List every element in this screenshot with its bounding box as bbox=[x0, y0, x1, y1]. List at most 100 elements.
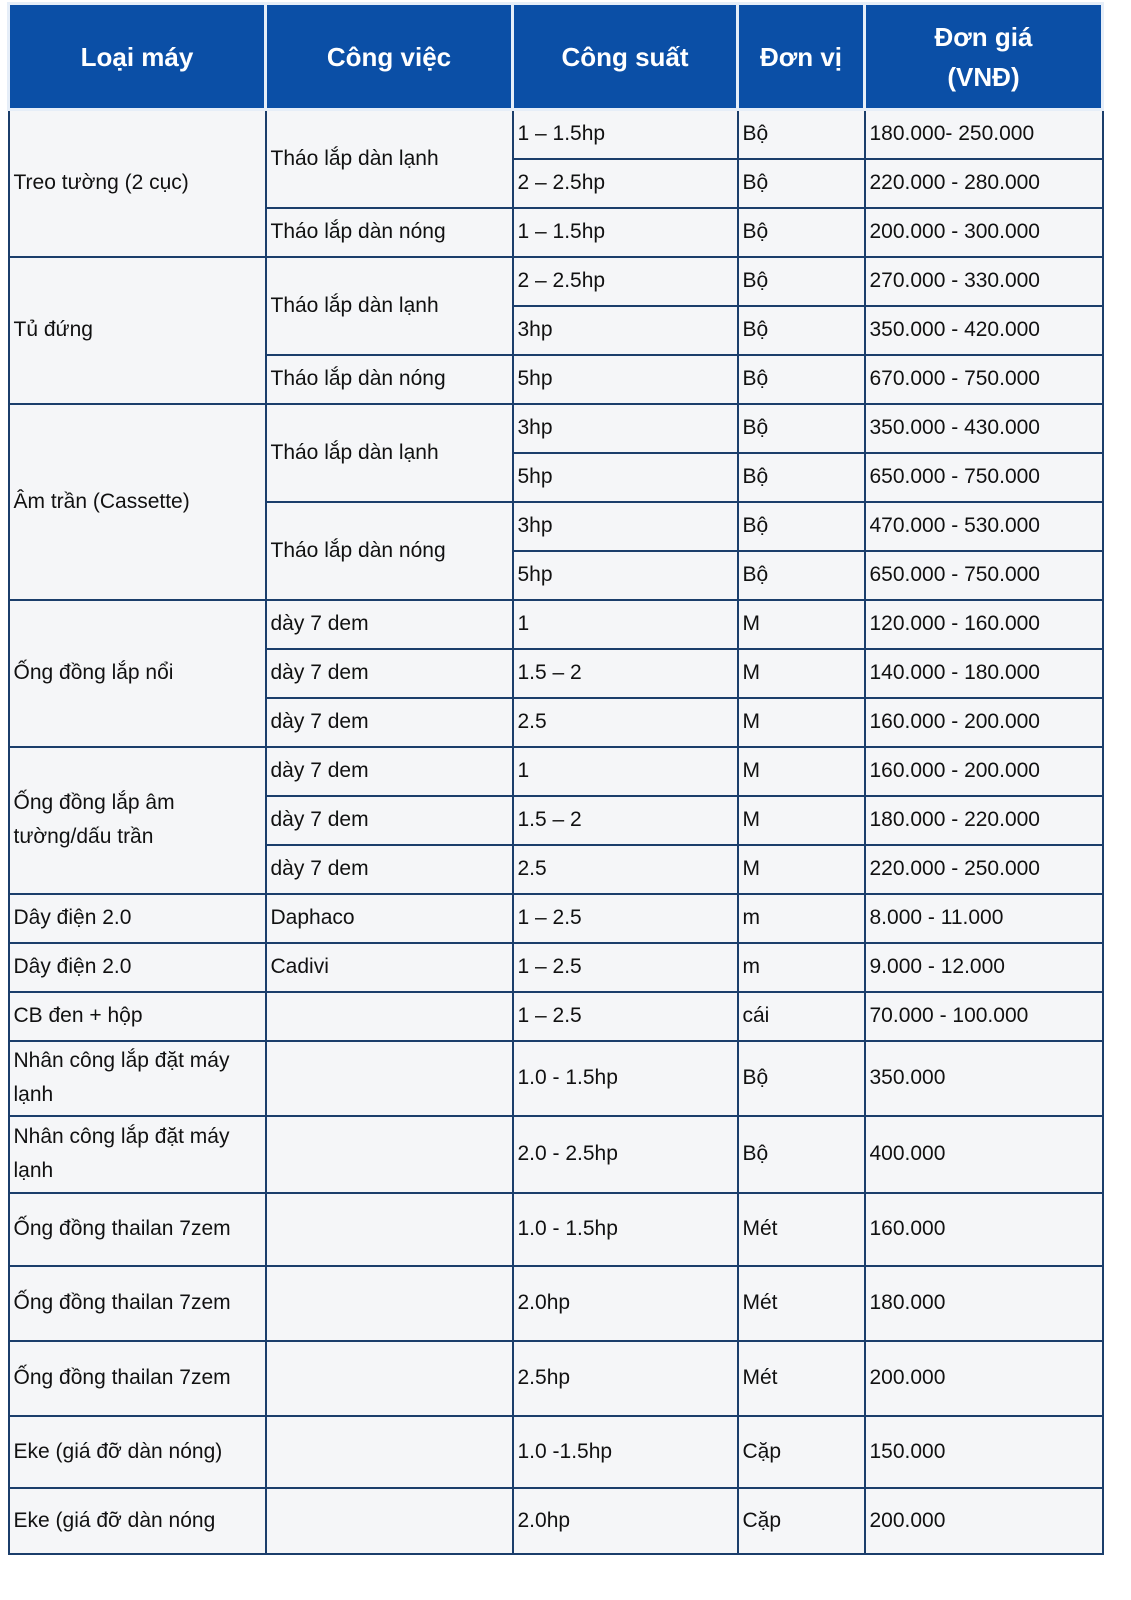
table-row: Ống đồng thailan 7zem 2.5hp Mét 200.000 bbox=[7, 1339, 1104, 1417]
cell-don-vi: m bbox=[736, 941, 866, 993]
cell-don-vi: Mét bbox=[736, 1191, 866, 1267]
header-don-gia: Đơn giá (VNĐ) bbox=[863, 2, 1104, 111]
table-row: Eke (giá đỡ dàn nóng) 1.0 -1.5hp Cặp 150.00… bbox=[7, 1414, 1104, 1489]
cell-don-vi: Cặp bbox=[736, 1486, 866, 1555]
cell-don-vi: Bộ bbox=[736, 304, 866, 356]
table-row: Dây điện 2.0 Cadivi 1 – 2.5 m 9.000 - 12.000 bbox=[7, 941, 1104, 993]
cell-don-gia: 140.000 - 180.000 bbox=[863, 647, 1104, 699]
cell-don-gia: 270.000 - 330.000 bbox=[863, 255, 1104, 307]
cell-don-gia: 220.000 - 250.000 bbox=[863, 843, 1104, 895]
cell-cong-suat: 1 – 2.5 bbox=[511, 941, 739, 993]
cell-don-vi: cái bbox=[736, 990, 866, 1042]
cell-cong-viec: dày 7 dem bbox=[264, 696, 514, 748]
cell-cong-viec: dày 7 dem bbox=[264, 598, 514, 650]
cell-don-gia: 160.000 - 200.000 bbox=[863, 745, 1104, 797]
cell-cong-viec: dày 7 dem bbox=[264, 794, 514, 846]
table-row: 5hp Bộ 650.000 - 750.000 bbox=[9, 549, 1104, 601]
cell-cong-suat: 2.5 bbox=[511, 696, 739, 748]
cell-don-vi: Bộ bbox=[736, 353, 866, 405]
cell-loai-may: Eke (giá đỡ dàn nóng bbox=[7, 1486, 267, 1555]
cell-don-gia: 400.000 bbox=[863, 1114, 1104, 1194]
cell-don-vi: M bbox=[736, 794, 866, 846]
cell-cong-suat: 1.0 - 1.5hp bbox=[511, 1039, 739, 1117]
cell-loai-may: Ống đồng lắp nổi bbox=[7, 598, 267, 748]
cell-loai-may: Ống đồng thailan 7zem bbox=[7, 1191, 267, 1267]
cell-cong-suat: 3hp bbox=[511, 500, 739, 552]
cell-don-gia: 670.000 - 750.000 bbox=[863, 353, 1104, 405]
cell-loai-may: Nhân công lắp đặt máy lạnh bbox=[7, 1114, 267, 1194]
cell-cong-viec: dày 7 dem bbox=[264, 745, 514, 797]
table-row: 2 – 2.5hp Bộ 220.000 - 280.000 bbox=[9, 157, 1104, 209]
cell-loai-may: Ống đồng thailan 7zem bbox=[7, 1264, 267, 1342]
cell-loai-may: Tủ đứng bbox=[7, 255, 267, 405]
cell-loai-may: Ống đồng thailan 7zem bbox=[7, 1339, 267, 1417]
cell-don-vi: M bbox=[736, 745, 866, 797]
cell-cong-suat: 2.0hp bbox=[511, 1486, 739, 1555]
table-row: Nhân công lắp đặt máy lạnh 2.0 - 2.5hp Bộ 4… bbox=[7, 1114, 1104, 1194]
cell-cong-suat: 2 – 2.5hp bbox=[511, 255, 739, 307]
cell-don-gia: 200.000 bbox=[863, 1486, 1104, 1555]
header-loai-may: Loại máy bbox=[7, 2, 267, 111]
cell-don-vi: Bộ bbox=[736, 206, 866, 258]
table-row: Tháo lắp dàn nóng 5hp Bộ 670.000 - 750.000 bbox=[9, 353, 1104, 405]
header-don-vi: Đơn vị bbox=[736, 2, 866, 111]
cell-cong-suat: 2.0hp bbox=[511, 1264, 739, 1342]
table-row: dày 7 dem 2.5 M 160.000 - 200.000 bbox=[9, 696, 1104, 748]
cell-don-vi: Bộ bbox=[736, 108, 866, 160]
table-row: Nhân công lắp đặt máy lạnh 1.0 - 1.5hp Bộ 3… bbox=[7, 1039, 1104, 1117]
cell-don-vi: M bbox=[736, 843, 866, 895]
table-row: Ống đồng lắp nổi dày 7 dem 1 M 120.000 - 160… bbox=[7, 598, 1104, 748]
cell-cong-suat: 1 bbox=[511, 745, 739, 797]
cell-cong-suat: 1 – 1.5hp bbox=[511, 206, 739, 258]
header-cong-suat: Công suất bbox=[511, 2, 739, 111]
cell-cong-viec: Tháo lắp dàn lạnh bbox=[264, 255, 514, 356]
cell-cong-viec bbox=[264, 1486, 514, 1555]
cell-don-vi: Bộ bbox=[736, 500, 866, 552]
cell-don-gia: 470.000 - 530.000 bbox=[863, 500, 1104, 552]
cell-cong-suat: 1.5 – 2 bbox=[511, 794, 739, 846]
table-row: Tủ đứng Tháo lắp dàn lạnh 2 – 2.5hp Bộ 270.0… bbox=[7, 255, 1104, 405]
table-row: 3hp Bộ 350.000 - 420.000 bbox=[9, 304, 1104, 356]
cell-cong-viec: Tháo lắp dàn lạnh bbox=[264, 108, 514, 209]
cell-don-vi: Bộ bbox=[736, 1039, 866, 1117]
table-row: dày 7 dem 2.5 M 220.000 - 250.000 bbox=[9, 843, 1104, 895]
cell-loai-may: Nhân công lắp đặt máy lạnh bbox=[7, 1039, 267, 1117]
table-row: Ống đồng lắp âm tường/dấu trần dày 7 dem 1… bbox=[7, 745, 1104, 895]
table-row: Treo tường (2 cục) Tháo lắp dàn lạnh 1 – 1… bbox=[7, 108, 1104, 258]
cell-don-gia: 350.000 - 430.000 bbox=[863, 402, 1104, 454]
table-row: dày 7 dem 1.5 – 2 M 140.000 - 180.000 bbox=[9, 647, 1104, 699]
cell-don-gia: 70.000 - 100.000 bbox=[863, 990, 1104, 1042]
cell-cong-suat: 1.0 -1.5hp bbox=[511, 1414, 739, 1489]
cell-cong-suat: 2.5hp bbox=[511, 1339, 739, 1417]
table-row: Tháo lắp dàn nóng 3hp Bộ 470.000 - 530.000 bbox=[9, 500, 1104, 601]
table-row: Tháo lắp dàn nóng 1 – 1.5hp Bộ 200.000 - 30… bbox=[9, 206, 1104, 258]
cell-don-vi: m bbox=[736, 892, 866, 944]
price-table: Loại máy Công việc Công suất Đơn vị Đơn … bbox=[7, 2, 1104, 1555]
table-row: Ống đồng thailan 7zem 2.0hp Mét 180.000 bbox=[7, 1264, 1104, 1342]
cell-cong-viec: Cadivi bbox=[264, 941, 514, 993]
cell-loai-may: CB đen + hộp bbox=[7, 990, 267, 1042]
cell-cong-viec: Tháo lắp dàn nóng bbox=[264, 206, 514, 258]
cell-cong-viec: Tháo lắp dàn lạnh bbox=[264, 402, 514, 503]
cell-cong-viec: dày 7 dem bbox=[264, 647, 514, 699]
cell-cong-suat: 3hp bbox=[511, 304, 739, 356]
cell-don-gia: 650.000 - 750.000 bbox=[863, 549, 1104, 601]
table-row: Ống đồng thailan 7zem 1.0 - 1.5hp Mét 160.0… bbox=[7, 1191, 1104, 1267]
table-row: Eke (giá đỡ dàn nóng 2.0hp Cặp 200.000 bbox=[7, 1486, 1104, 1555]
cell-don-gia: 9.000 - 12.000 bbox=[863, 941, 1104, 993]
cell-cong-viec bbox=[264, 1114, 514, 1194]
cell-don-gia: 350.000 - 420.000 bbox=[863, 304, 1104, 356]
cell-loai-may: Eke (giá đỡ dàn nóng) bbox=[7, 1414, 267, 1489]
cell-don-gia: 220.000 - 280.000 bbox=[863, 157, 1104, 209]
cell-don-vi: Mét bbox=[736, 1339, 866, 1417]
cell-don-vi: Bộ bbox=[736, 1114, 866, 1194]
header-cong-viec: Công việc bbox=[264, 2, 514, 111]
cell-don-vi: Bộ bbox=[736, 549, 866, 601]
cell-don-vi: M bbox=[736, 598, 866, 650]
cell-don-gia: 180.000- 250.000 bbox=[863, 108, 1104, 160]
cell-loai-may: Dây điện 2.0 bbox=[7, 892, 267, 944]
header-row: Loại máy Công việc Công suất Đơn vị Đơn … bbox=[7, 2, 1104, 111]
cell-don-vi: Bộ bbox=[736, 402, 866, 454]
cell-cong-viec: Tháo lắp dàn nóng bbox=[264, 353, 514, 405]
table-row: 5hp Bộ 650.000 - 750.000 bbox=[9, 451, 1104, 503]
